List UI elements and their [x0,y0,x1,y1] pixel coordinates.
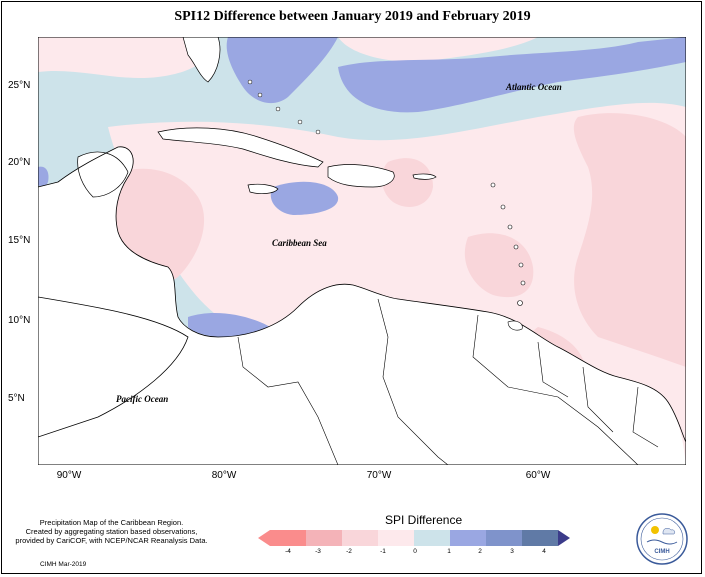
land-jamaica [247,183,279,195]
island-martinique [513,244,519,250]
island-bahamas-2 [257,92,263,98]
legend-swatch-1 [270,530,306,546]
border-french-guiana [632,386,659,448]
caribbean-sea-label: Caribbean Sea [272,238,327,248]
y-tick-20n: 20°N [8,157,31,168]
land-florida [182,37,221,83]
legend-tick-neg3: -3 [315,548,321,555]
legend-tick-3: 3 [510,548,514,555]
legend-tick-2: 2 [478,548,482,555]
legend-swatch-6 [450,530,486,546]
y-tick-15n: 15°N [8,235,31,246]
island-turks-caicos [315,129,321,135]
spi-negative-north-region [38,37,218,79]
land-yucatan [77,151,129,198]
spi-map [38,37,686,465]
legend-tick-neg2: -2 [346,548,352,555]
legend-tick-4: 4 [542,548,546,555]
y-tick-5n: 5°N [8,393,25,404]
legend-tick-1: 1 [447,548,451,555]
island-bahamas-3 [275,106,281,112]
spi-positive-bahamas-region [226,37,338,104]
legend-swatch-4 [378,530,414,546]
credit-text: CIMH Mar-2019 [40,561,87,568]
island-barbados [520,280,526,286]
logo-text: CIMH [654,549,669,555]
caption-line-2: Created by aggregating station based obs… [25,527,198,536]
land-central-america [38,297,188,437]
legend-swatch-5 [414,530,450,546]
island-anguilla [490,182,496,188]
x-tick-90w: 90°W [56,470,82,481]
legend-swatch-3 [342,530,378,546]
spi-negative-north2-region [338,37,538,62]
land-hispaniola [327,164,395,188]
border-colombia-ecuador [237,336,339,465]
legend-tick-neg4: -4 [285,548,291,555]
map-caption: Precipitation Map of the Caribbean Regio… [0,518,223,545]
island-antigua [500,204,506,210]
spi-positive-atlantic-region [338,37,686,113]
island-grenada [517,300,523,306]
atlantic-ocean-label: Atlantic Ocean [506,82,562,92]
map-panel [38,37,686,465]
legend-tick-0: 0 [413,548,417,555]
island-bahamas-1 [247,79,253,85]
x-tick-60w: 60°W [525,470,551,481]
coastline-north-south-america [38,146,686,443]
legend-tick-neg1: -1 [380,548,386,555]
land-puerto-rico [412,173,437,180]
land-cuba [157,127,324,168]
legend-arrow-left [258,530,270,546]
spi-negative-east-region [573,113,686,367]
legend-title: SPI Difference [385,513,463,527]
legend-swatch-7 [486,530,522,546]
x-tick-70w: 70°W [366,470,392,481]
pacific-ocean-label: Pacific Ocean [116,394,169,404]
x-tick-80w: 80°W [211,470,237,481]
island-trinidad [507,320,523,331]
border-venezuela-brazil [472,314,639,465]
spi-positive-hispaniola-region [270,181,339,215]
coastline-pacific [38,296,189,438]
spi-positive-west-edge-region [38,166,49,187]
cloud-icon [662,528,676,535]
island-bahamas-4 [297,119,303,125]
y-tick-25n: 25°N [8,80,31,91]
sun-icon [651,526,659,534]
border-guyana [537,341,569,398]
island-st-lucia [518,262,524,268]
cimh-logo: CIMH [636,513,688,565]
border-venezuela-colombia [377,298,449,465]
caption-line-3: provided by CariCOF, with NCEP/NCAR Rean… [15,536,208,545]
spi-negative-ne-region [381,158,433,207]
legend-arrow-right [558,530,570,546]
border-suriname [582,366,614,433]
land-mainland [38,146,686,465]
legend-swatch-8 [522,530,558,546]
island-guadeloupe [507,224,513,230]
legend-colorbar [258,530,570,546]
caption-line-1: Precipitation Map of the Caribbean Regio… [39,518,184,527]
map-title: SPI12 Difference between January 2019 an… [174,9,531,24]
legend-swatch-2 [306,530,342,546]
y-tick-10n: 10°N [8,315,31,326]
